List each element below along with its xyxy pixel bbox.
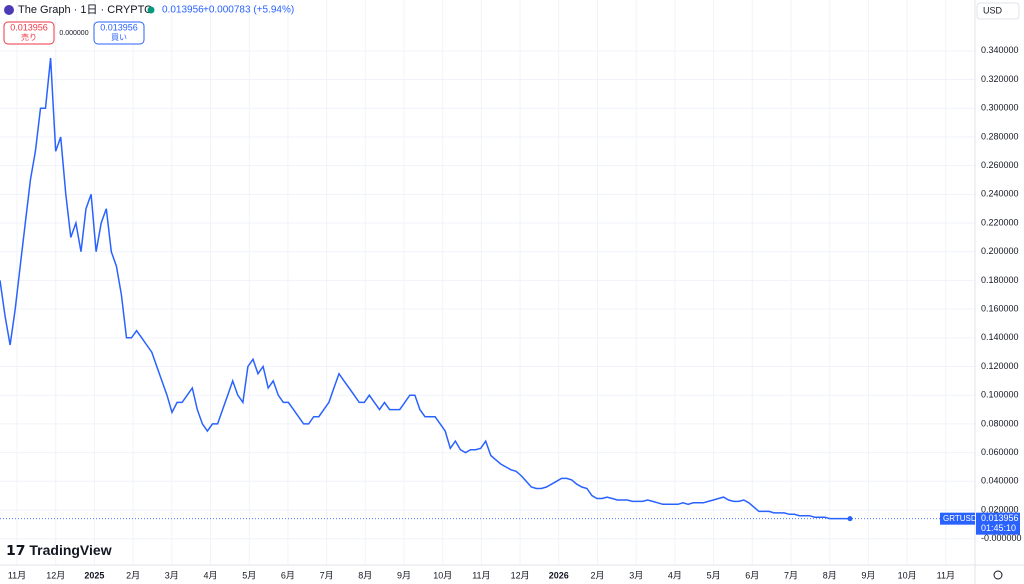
y-tick-label: 0.040000: [981, 476, 1019, 486]
buy-label: 買い: [111, 33, 127, 42]
x-tick-label: 11月: [472, 570, 490, 580]
y-tick-label: 0.140000: [981, 332, 1019, 342]
y-tick-label: 0.340000: [981, 45, 1019, 55]
x-tick-label: 4月: [203, 570, 217, 580]
y-tick-label: 0.300000: [981, 103, 1019, 113]
x-tick-label: 12月: [46, 570, 65, 580]
x-tick-label: 9月: [397, 570, 411, 580]
y-tick-label: 0.100000: [981, 390, 1019, 400]
x-tick-label: 11月: [8, 570, 26, 580]
symbol-tag-label: GRTUSD: [943, 514, 977, 523]
market-status: [147, 6, 155, 14]
y-tick-label: 0.220000: [981, 217, 1019, 227]
y-tick-label: 0.060000: [981, 447, 1019, 457]
x-tick-label: 6月: [745, 570, 759, 580]
x-tick-label: 6月: [281, 570, 295, 580]
symbol-tag: [940, 512, 975, 525]
sell-label: 売り: [21, 32, 37, 42]
x-tick-label: 2026: [549, 570, 569, 580]
x-tick-label: 2月: [590, 570, 604, 580]
settings-icon[interactable]: [993, 570, 1003, 580]
x-tick-label: 5月: [707, 570, 721, 580]
y-tick-label: 0.160000: [981, 304, 1019, 314]
y-tick-label: 0.280000: [981, 131, 1019, 141]
x-tick-label: 8月: [823, 570, 837, 580]
currency-button[interactable]: [976, 2, 1020, 20]
y-tick-label: 0.200000: [981, 246, 1019, 256]
symbol-title: The Graph · 1日 · CRYPTO: [18, 4, 153, 16]
x-tick-label: 7月: [320, 570, 334, 580]
x-tick-label: 2025: [84, 570, 104, 580]
currency: USD: [983, 5, 1003, 15]
x-tick-label: 10月: [898, 570, 917, 580]
sell-price: 0.013956: [10, 22, 48, 32]
sell-button[interactable]: [3, 21, 55, 45]
x-tick-label: 12月: [511, 570, 530, 580]
y-tick-label: 0.120000: [981, 361, 1019, 371]
price: 0.013956: [162, 5, 204, 16]
y-tick-label: -0.000000: [981, 533, 1022, 543]
y-tick-label: 0.180000: [981, 275, 1019, 285]
y-tick-label: 0.080000: [981, 418, 1019, 428]
x-tick-label: 11月: [937, 570, 955, 580]
coin-icon: [4, 5, 14, 15]
x-tick-label: 10月: [433, 570, 452, 580]
y-tick-label: 0.260000: [981, 160, 1019, 170]
change: +0.000783 (+5.94%): [203, 5, 294, 16]
y-tick-label: 0.020000: [981, 504, 1019, 514]
x-tick-label: 3月: [165, 570, 179, 580]
price-line: [0, 57, 851, 520]
spread: 0.000000: [59, 30, 88, 37]
price-tag: [976, 512, 1020, 535]
x-tick-label: 8月: [358, 570, 372, 580]
x-tick-label: 5月: [242, 570, 256, 580]
x-tick-label: 7月: [784, 570, 798, 580]
x-tick-label: 4月: [668, 570, 682, 580]
buy-price: 0.013956: [100, 22, 138, 32]
x-tick-label: 3月: [629, 570, 643, 580]
logo: 𝟭𝟳 TradingView: [6, 542, 112, 558]
x-tick-label: 2月: [126, 570, 140, 580]
y-tick-label: 0.320000: [981, 74, 1019, 84]
last-point: [847, 516, 853, 522]
buy-button[interactable]: [93, 21, 145, 45]
y-tick-label: 0.240000: [981, 189, 1019, 199]
price-tag-label: 0.013956: [981, 513, 1019, 523]
countdown: 01:45:10: [981, 523, 1016, 533]
x-tick-label: 9月: [861, 570, 875, 580]
